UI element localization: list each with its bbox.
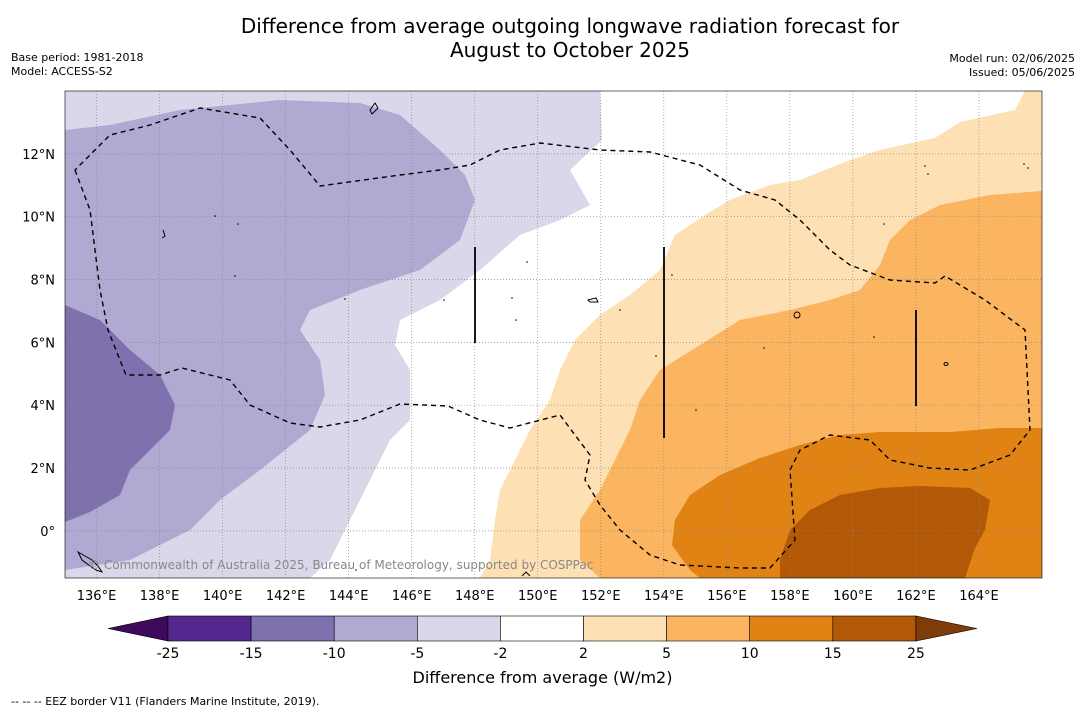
- colorbar-segment: [500, 615, 584, 642]
- colorbar-tick-label: -25: [157, 646, 180, 662]
- island-dot: [619, 309, 621, 311]
- lon-tick-label: 162°E: [896, 589, 936, 604]
- colorbar-tick-label: -5: [410, 646, 424, 662]
- lat-tick-label: 2°N: [31, 462, 56, 477]
- island-dot: [671, 274, 673, 276]
- island-dot: [873, 336, 875, 338]
- base-info: Base period: 1981-2018 Model: ACCESS-S2: [11, 51, 143, 79]
- lat-tick-label: 8°N: [31, 274, 56, 289]
- colorbar-segment: [416, 615, 501, 642]
- island-dot: [511, 297, 513, 299]
- lat-tick-label: 12°N: [22, 148, 55, 163]
- island-outline: [161, 229, 166, 239]
- island-dot: [763, 347, 765, 349]
- colorbar-tick-label: 25: [907, 646, 925, 662]
- model-name: Model: ACCESS-S2: [11, 65, 113, 78]
- copyright-text: © Commonwealth of Australia 2025, Bureau…: [88, 558, 594, 572]
- colorbar-label: Difference from average (W/m2): [412, 668, 673, 687]
- lat-tick-labels: 12°N 10°N 8°N 6°N 4°N 2°N 0°: [22, 148, 55, 540]
- colorbar-segment: [333, 615, 418, 642]
- run-info: Model run: 02/06/2025 Issued: 05/06/2025: [949, 52, 1075, 80]
- island-outline: [76, 550, 104, 573]
- island-outline: [369, 102, 379, 115]
- boundary-lines: [474, 247, 917, 438]
- colorbar-segment: [749, 615, 834, 642]
- island-outline: [793, 311, 801, 319]
- island-dot: [1027, 167, 1029, 169]
- title-line-2: August to October 2025: [449, 38, 691, 62]
- colorbar: [107, 615, 978, 642]
- base-period: Base period: 1981-2018: [11, 51, 144, 64]
- lon-tick-label: 138°E: [140, 589, 180, 604]
- title-line-1: Difference from average outgoing longwav…: [240, 14, 900, 38]
- lon-tick-label: 144°E: [329, 589, 369, 604]
- lon-tick-label: 150°E: [518, 589, 558, 604]
- colorbar-extend-high: [915, 615, 978, 642]
- lon-tick-labels: 136°E 138°E 140°E 142°E 144°E 146°E 148°E 150°E…: [77, 589, 999, 604]
- lon-tick-label: 140°E: [203, 589, 243, 604]
- island-outline: [587, 297, 599, 303]
- colorbar-segment: [167, 615, 252, 642]
- island-dot: [515, 319, 517, 321]
- colorbar-tick-label: 10: [741, 646, 759, 662]
- island-outline: [943, 362, 949, 366]
- colorbar-tick-labels: -25 -15 -10 -5 -2 2 5 10 15 25: [157, 646, 925, 662]
- eez-border-palau-fsm: [74, 107, 1031, 569]
- colorbar-tick-label: -15: [240, 646, 263, 662]
- lon-tick-label: 148°E: [455, 589, 495, 604]
- island-dot: [1023, 163, 1025, 165]
- lat-tick-label: 6°N: [31, 336, 56, 351]
- map-frame: [64, 90, 1043, 579]
- island-dot: [883, 223, 885, 225]
- eez-footnote: -- -- -- EEZ border V11 (Flanders Marine…: [11, 695, 320, 708]
- colorbar-extend-low: [107, 615, 169, 642]
- island-outline: [521, 571, 531, 577]
- colorbar-segment: [832, 615, 917, 642]
- colorbar-tick-label: -2: [493, 646, 507, 662]
- lat-tick-label: 4°N: [31, 399, 56, 414]
- lat-tick-label: 0°: [40, 525, 55, 540]
- colorbar-segment: [250, 615, 335, 642]
- lon-tick-label: 154°E: [644, 589, 684, 604]
- map-title: Difference from average outgoing longwav…: [170, 14, 970, 62]
- colorbar-tick-label: 2: [579, 646, 588, 662]
- issued-date: Issued: 05/06/2025: [968, 66, 1075, 79]
- colorbar-segment: [666, 615, 750, 642]
- lon-tick-label: 160°E: [833, 589, 873, 604]
- model-run: Model run: 02/06/2025: [949, 52, 1075, 65]
- region-plus-15-to-25: [780, 486, 990, 578]
- island-dot: [526, 261, 528, 263]
- colorbar-segment: [583, 615, 667, 642]
- island-dots: [214, 163, 1029, 571]
- lon-tick-label: 142°E: [266, 589, 306, 604]
- colorbar-tick-label: 15: [824, 646, 842, 662]
- island-dot: [655, 355, 657, 357]
- lon-tick-label: 158°E: [770, 589, 810, 604]
- island-dot: [924, 165, 926, 167]
- colorbar-tick-label: -10: [323, 646, 346, 662]
- island-dot: [927, 173, 929, 175]
- lon-tick-label: 136°E: [77, 589, 117, 604]
- island-dot: [443, 299, 445, 301]
- island-dot: [695, 409, 697, 411]
- islands: [76, 102, 949, 577]
- island-dot: [355, 569, 357, 571]
- lat-tick-label: 10°N: [22, 211, 55, 226]
- colorbar-tick-label: 5: [662, 646, 671, 662]
- lon-tick-label: 164°E: [959, 589, 999, 604]
- island-dot: [237, 223, 239, 225]
- region-minus-5-to-10: [65, 100, 475, 570]
- lon-tick-label: 156°E: [707, 589, 747, 604]
- lon-tick-label: 152°E: [581, 589, 621, 604]
- island-dot: [234, 275, 236, 277]
- island-dot: [214, 215, 216, 217]
- lon-tick-label: 146°E: [392, 589, 432, 604]
- map-area: [65, 91, 1042, 578]
- island-dot: [344, 298, 346, 300]
